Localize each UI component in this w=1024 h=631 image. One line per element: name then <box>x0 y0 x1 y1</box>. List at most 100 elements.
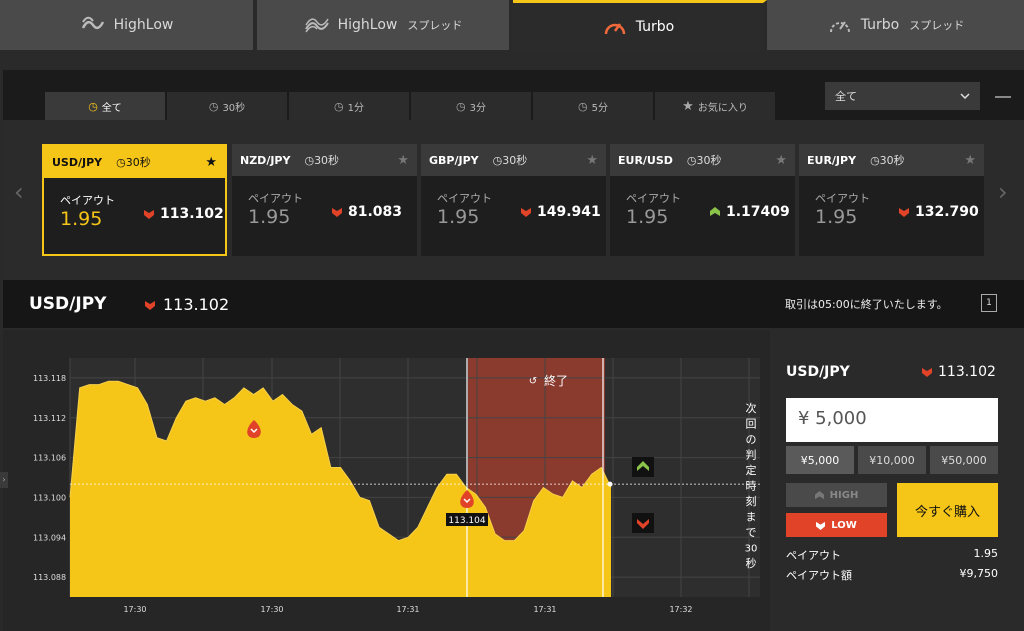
card-time: ◷30秒 <box>492 154 528 167</box>
expand-label: 1 <box>986 298 992 308</box>
card-rate: 113.102 <box>144 206 224 222</box>
card-rate-value: 81.083 <box>348 204 403 220</box>
asset-name: USD/JPY <box>29 294 107 314</box>
card-payout: 1.95 <box>248 206 291 228</box>
side-panel-toggle[interactable]: › <box>0 472 8 488</box>
payout-amount-row: ペイアウト額 ¥9,750 <box>786 567 998 583</box>
card-pair: NZD/JPY <box>240 153 291 167</box>
x-tick-label: 17:32 <box>669 605 692 614</box>
quick-amount-10000[interactable]: ¥10,000 <box>858 446 926 474</box>
card-payout: 1.95 <box>626 206 669 228</box>
countdown-label-char: 定 <box>746 463 757 477</box>
card-time: ◷30秒 <box>116 156 151 169</box>
tab-turbo-label: Turbo <box>635 18 675 35</box>
y-tick-label: 113.094 <box>33 533 66 542</box>
asset-card-nzdjpy[interactable]: NZD/JPY ◷30秒 ★ ペイアウト 1.95 81.083 <box>232 144 417 256</box>
filter-favorites[interactable]: ★ お気に入り <box>655 92 775 120</box>
quick-low-button <box>632 513 654 533</box>
low-marker <box>247 420 261 438</box>
arrow-up-icon <box>637 461 649 471</box>
closing-notice: 取引は05:00に終了いたします。 <box>785 298 948 311</box>
highlow-spread-logo-icon <box>304 18 329 33</box>
tab-turbo-spread-label: Turbo <box>860 17 900 33</box>
filter-5m-label: 5分 <box>591 102 608 114</box>
card-rate-value: 149.941 <box>537 204 601 220</box>
low-marker-entry-arrow <box>463 498 471 504</box>
asset-rate-value: 113.102 <box>163 295 230 314</box>
chevron-right-icon[interactable]: › <box>998 178 1008 206</box>
tab-highlow[interactable]: HighLow <box>0 0 257 50</box>
quick-amount-5000[interactable]: ¥5,000 <box>786 446 854 474</box>
turbo-gauge-icon <box>604 22 625 34</box>
filter-3m[interactable]: ◷ 3分 <box>411 92 531 120</box>
arrow-down-icon <box>332 208 342 217</box>
card-pair: GBP/JPY <box>429 153 479 167</box>
card-rate-value: 132.790 <box>915 204 979 220</box>
card-rate-value: 1.17409 <box>726 204 790 220</box>
star-icon[interactable]: ★ <box>397 152 409 168</box>
asset-rate: 113.102 <box>145 295 229 314</box>
filter-1m[interactable]: ◷ 1分 <box>289 92 409 120</box>
high-button[interactable]: HIGH <box>786 483 887 507</box>
clock-icon: ◷ <box>456 99 466 113</box>
tab-highlow-label: HighLow <box>113 17 174 33</box>
payout-amount-label: ペイアウト額 <box>786 569 852 582</box>
tab-highlow-spread[interactable]: HighLow スプレッド <box>257 0 513 50</box>
countdown-label-char: 次 <box>746 401 757 415</box>
asset-card-eurusd[interactable]: EUR/USD ◷30秒 ★ ペイアウト 1.95 1.17409 <box>610 144 795 256</box>
low-button[interactable]: LOW <box>786 513 887 537</box>
arrow-down-icon <box>521 208 531 217</box>
star-icon[interactable]: ★ <box>205 154 217 170</box>
clock-icon: ◷ <box>208 99 219 113</box>
asset-card-eurjpy[interactable]: EUR/JPY ◷30秒 ★ ペイアウト 1.95 132.790 <box>799 144 984 256</box>
price-area <box>70 381 611 597</box>
card-rate-value: 113.102 <box>160 206 224 222</box>
filter-favorites-label: お気に入り <box>697 102 748 114</box>
expiry-label: 終了 <box>544 373 568 388</box>
buy-now-button[interactable]: 今すぐ購入 <box>897 483 998 537</box>
card-pair: EUR/USD <box>618 153 673 167</box>
filter-5m[interactable]: ◷ 5分 <box>533 92 653 120</box>
arrow-down-icon <box>145 300 155 310</box>
countdown-label-char: 判 <box>746 449 757 462</box>
filter-30s-label: 30秒 <box>222 102 246 114</box>
card-time-label: 30秒 <box>314 154 340 167</box>
card-time-label: 30秒 <box>125 156 151 169</box>
quick-amount-50000[interactable]: ¥50,000 <box>930 446 998 474</box>
clock-icon: ◷ <box>88 99 98 113</box>
asset-card-gbpjpy[interactable]: GBP/JPY ◷30秒 ★ ペイアウト 1.95 149.941 <box>421 144 606 256</box>
star-icon[interactable]: ★ <box>586 152 598 168</box>
tab-turbo-spread[interactable]: Turbo スプレッド <box>767 0 1024 50</box>
countdown-unit: 秒 <box>746 556 757 570</box>
star-icon[interactable]: ★ <box>964 152 976 168</box>
amount-input[interactable]: ¥ 5,000 <box>786 398 998 442</box>
chevron-left-icon[interactable]: ‹ <box>14 178 24 206</box>
highlow-logo-icon <box>81 16 104 30</box>
collapse-icon[interactable] <box>995 96 1011 98</box>
filter-30s[interactable]: ◷ 30秒 <box>167 92 287 120</box>
card-rate: 149.941 <box>521 204 601 220</box>
card-time: ◷30秒 <box>304 154 340 167</box>
panel-rate-value: 113.102 <box>938 364 996 380</box>
filter-all[interactable]: ◷ 全て <box>45 92 165 120</box>
expand-chart-icon[interactable]: 1 <box>981 294 997 312</box>
y-tick-label: 113.088 <box>33 573 66 582</box>
asset-filter-dropdown[interactable]: 全て <box>825 82 980 110</box>
low-marker-arrow <box>250 428 258 434</box>
card-rate: 1.17409 <box>710 204 790 220</box>
y-tick-label: 113.106 <box>33 454 66 463</box>
payout-amount-value: ¥9,750 <box>959 567 999 580</box>
filter-3m-label: 3分 <box>469 102 486 114</box>
card-header: EUR/JPY ◷30秒 ★ <box>799 144 984 176</box>
arrow-up-icon <box>814 490 824 499</box>
countdown-label-char: で <box>746 526 757 539</box>
star-icon[interactable]: ★ <box>775 152 787 168</box>
y-tick-label: 113.118 <box>33 374 66 383</box>
tab-turbo[interactable]: Turbo <box>513 0 767 50</box>
price-chart[interactable]: 113.118 113.112 113.106 113.100 113.094 113.0… <box>3 330 770 631</box>
filter-bar: ◷ 全て ◷ 30秒 ◷ 1分 ◷ 3分 ◷ 5分 ★ お気に入り 全て <box>3 70 1024 120</box>
card-payout-label: ペイアウト <box>437 192 492 205</box>
asset-card-usdjpy[interactable]: USD/JPY ◷30秒 ★ ペイアウト 1.95 113.102 <box>42 144 227 256</box>
payout-row: ペイアウト 1.95 <box>786 547 998 563</box>
card-rate: 81.083 <box>332 204 402 220</box>
